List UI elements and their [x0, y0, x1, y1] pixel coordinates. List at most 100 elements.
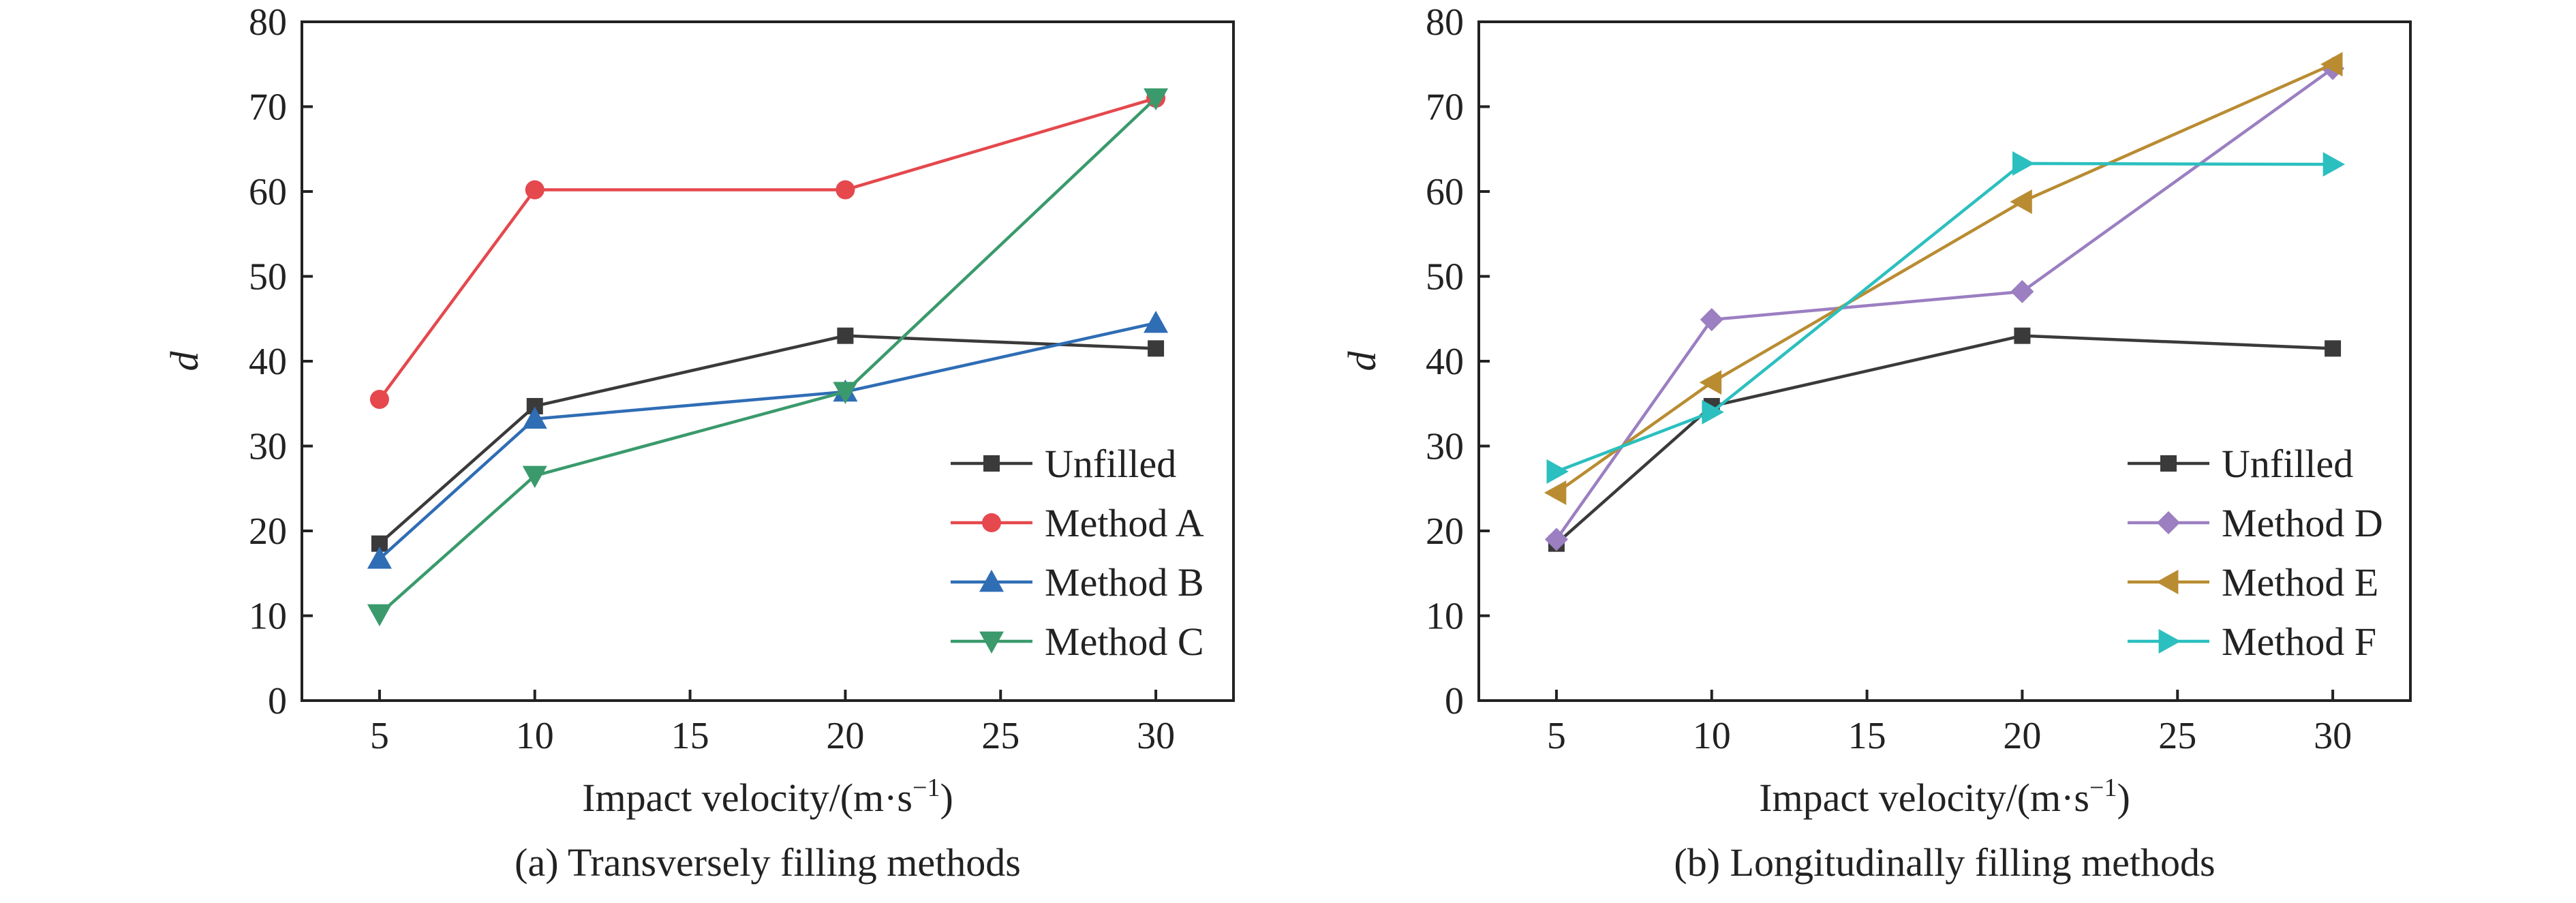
- y-tick-label: 30: [1426, 426, 1464, 468]
- legend-label: Method D: [2222, 501, 2383, 545]
- x-tick-label: 15: [671, 715, 709, 757]
- series-method-f: [1546, 151, 2346, 484]
- series-line: [378, 321, 1156, 560]
- legend-entry: Method D: [2128, 501, 2383, 545]
- y-tick-label: 60: [249, 171, 287, 213]
- y-tick-label: 80: [249, 1, 287, 44]
- x-axis-title: Impact velocity/(m·s−1): [1759, 774, 2130, 820]
- series-method-e: [1544, 52, 2343, 505]
- legend-marker: [2157, 511, 2180, 534]
- x-tick-label: 30: [1137, 715, 1175, 757]
- x-tick-label: 5: [370, 715, 389, 757]
- y-tick-label: 20: [1426, 510, 1464, 553]
- legend-label: Method A: [1045, 501, 1204, 545]
- legend-label: Method C: [1045, 619, 1204, 664]
- data-point: [833, 382, 858, 404]
- chart-panel-b: 5 10 15 20 25 30 0 10 20 30 40 50 60 70 80 d Impact velo…: [1340, 1, 2412, 885]
- series-method-c: [367, 88, 1169, 627]
- data-point: [1544, 527, 1568, 551]
- data-point: [1700, 307, 1723, 331]
- legend-marker: [979, 570, 1004, 592]
- y-tick-label: 40: [249, 341, 287, 383]
- legend-marker: [982, 513, 1001, 532]
- x-tick-label: 10: [1693, 715, 1731, 757]
- legend-label: Method B: [1045, 560, 1204, 604]
- y-tick-label: 50: [249, 256, 287, 299]
- data-point: [837, 327, 854, 344]
- x-tick-label: 25: [981, 715, 1019, 757]
- y-tick-label: 70: [249, 87, 287, 129]
- data-point: [522, 406, 547, 429]
- legend-entry: Method E: [2128, 560, 2378, 604]
- y-tick-label: 30: [249, 426, 287, 468]
- data-point: [1144, 310, 1169, 333]
- legend-label: Method F: [2222, 619, 2376, 664]
- series-line: [1555, 67, 2334, 540]
- legend-label: Unfilled: [1045, 442, 1176, 486]
- series-unfilled: [371, 327, 1165, 552]
- y-tick-label: 0: [1445, 680, 1464, 722]
- data-point: [2010, 279, 2034, 303]
- y-tick-label: 0: [268, 680, 287, 722]
- legend-label: Unfilled: [2222, 442, 2353, 486]
- data-point: [2012, 151, 2035, 176]
- legend-entry: Unfilled: [2128, 442, 2353, 486]
- data-point: [2325, 340, 2342, 357]
- legend-marker: [2158, 629, 2181, 654]
- data-point: [835, 180, 855, 200]
- data-point: [1148, 340, 1165, 357]
- data-point: [369, 390, 389, 410]
- data-point: [367, 547, 392, 569]
- data-point: [2014, 327, 2031, 344]
- series-line: [1556, 162, 2333, 473]
- data-point: [1144, 88, 1169, 111]
- x-tick-label: 25: [2158, 715, 2196, 757]
- y-tick-label: 70: [1426, 87, 1464, 129]
- y-tick-label: 10: [249, 596, 287, 638]
- chart-panel-a: 5 10 15 20 25 30 0 10 20 30 40 50 60 70 80 d Impact velo…: [162, 1, 1235, 885]
- y-tick-label: 20: [249, 510, 287, 553]
- legend-entry: Method B: [951, 560, 1204, 604]
- data-point: [525, 180, 545, 200]
- x-tick-label: 20: [826, 715, 864, 757]
- series-line: [1555, 63, 2333, 494]
- series-method-a: [369, 89, 1166, 410]
- panel-caption: (b) Longitudinally filling methods: [1674, 840, 2215, 885]
- data-point: [522, 465, 547, 489]
- data-point: [1699, 370, 1722, 395]
- y-axis-title: d: [162, 351, 206, 371]
- legend-entry: Unfilled: [951, 442, 1176, 486]
- data-point: [1546, 459, 1569, 484]
- series-line: [1555, 334, 2333, 545]
- data-point: [1544, 480, 1567, 505]
- y-tick-label: 60: [1426, 171, 1464, 213]
- legend-entry: Method C: [951, 619, 1204, 664]
- y-tick-label: 80: [1426, 1, 1464, 44]
- y-tick-label: 40: [1426, 341, 1464, 383]
- legend-marker: [2156, 570, 2179, 594]
- data-point: [2010, 189, 2032, 214]
- y-axis-title: d: [1340, 351, 1384, 371]
- panel-caption: (a) Transversely filling methods: [515, 840, 1021, 885]
- series-line: [378, 96, 1156, 401]
- x-tick-label: 20: [2003, 715, 2041, 757]
- data-point: [2320, 52, 2343, 77]
- legend-marker: [983, 455, 1000, 472]
- legend-marker: [2160, 455, 2177, 472]
- x-tick-label: 30: [2314, 715, 2352, 757]
- y-tick-label: 50: [1426, 256, 1464, 299]
- x-tick-label: 5: [1547, 715, 1566, 757]
- x-tick-label: 15: [1848, 715, 1886, 757]
- data-point: [2322, 152, 2346, 177]
- series-line: [378, 334, 1156, 545]
- data-point: [367, 604, 392, 627]
- legend-entry: Method F: [2128, 619, 2376, 664]
- legend-label: Method E: [2222, 560, 2378, 604]
- x-axis-title: Impact velocity/(m·s−1): [582, 774, 953, 820]
- data-point: [1702, 399, 1724, 425]
- legend-entry: Method A: [951, 501, 1204, 545]
- legend-marker: [979, 631, 1004, 654]
- x-tick-label: 10: [516, 715, 554, 757]
- y-tick-label: 10: [1426, 596, 1464, 638]
